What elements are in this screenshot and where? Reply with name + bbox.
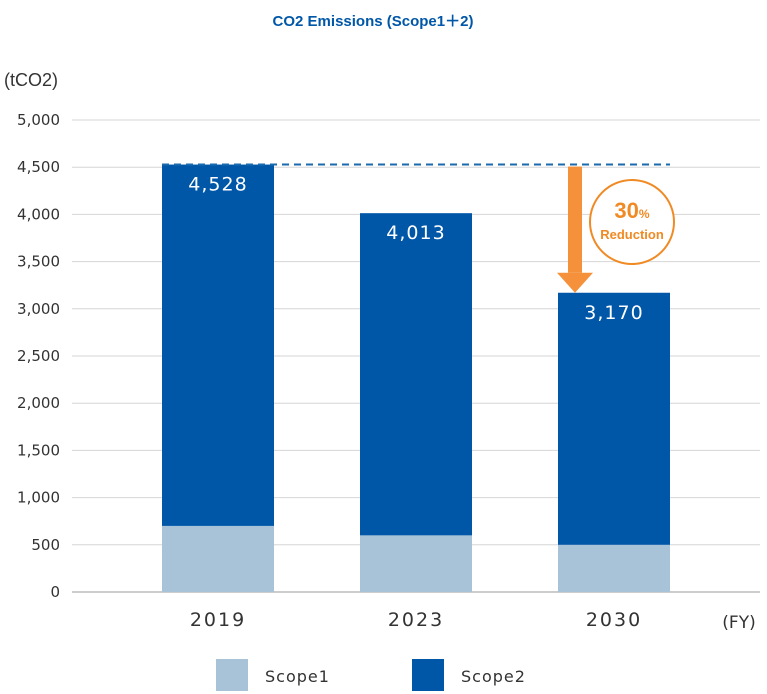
- x-tick-label: 2023: [388, 609, 444, 631]
- labels-layer: 4,528 2019 4,013 2023 3,170 2030: [188, 174, 643, 631]
- reduction-arrow-head: [557, 272, 593, 293]
- y-tick-label: 1,500: [17, 441, 60, 459]
- legend-swatch-scope1: [216, 659, 248, 691]
- total-label-2030: 3,170: [584, 302, 643, 324]
- total-label-2023: 4,013: [386, 222, 445, 244]
- y-tick-label: 3,000: [17, 300, 60, 318]
- bar-scope2-2019: [162, 164, 274, 526]
- reduction-label: Reduction: [600, 227, 664, 242]
- y-tick-label: 2,500: [17, 347, 60, 365]
- x-tick-label: 2019: [190, 609, 246, 631]
- legend-swatch-scope2: [412, 659, 444, 691]
- y-tick-label: 3,500: [17, 253, 60, 271]
- reduction-percent: 30%: [614, 198, 649, 223]
- y-tick-label: 4,500: [17, 158, 60, 176]
- legend-label-scope2: Scope2: [461, 667, 526, 686]
- total-label-2019: 4,528: [188, 174, 247, 196]
- annotation-layer: 30% Reduction: [162, 163, 675, 293]
- legend-label-scope1: Scope1: [265, 667, 330, 686]
- bar-scope2-2030: [558, 292, 670, 545]
- bar-scope1-2023: [360, 535, 472, 592]
- y-tick-label: 500: [31, 536, 60, 554]
- reduction-badge: [589, 179, 675, 265]
- bar-scope2-2023: [360, 213, 472, 536]
- y-tick-label: 4,000: [17, 205, 60, 223]
- y-tick-label: 1,000: [17, 489, 60, 507]
- x-axis-label: (FY): [722, 613, 755, 633]
- legend: Scope1 Scope2: [216, 659, 526, 691]
- y-axis-label: (tCO2): [4, 70, 58, 90]
- y-tick-label: 0: [50, 583, 60, 601]
- y-tick-label: 5,000: [17, 111, 60, 129]
- y-tick-label: 2,000: [17, 394, 60, 412]
- bar-scope1-2019: [162, 525, 274, 592]
- chart-title: CO2 Emissions (Scope1＋2): [273, 13, 474, 30]
- bars-layer: [162, 164, 670, 592]
- reduction-arrow-shaft: [568, 166, 582, 273]
- bar-scope1-2030: [558, 544, 670, 592]
- x-tick-label: 2030: [586, 609, 642, 631]
